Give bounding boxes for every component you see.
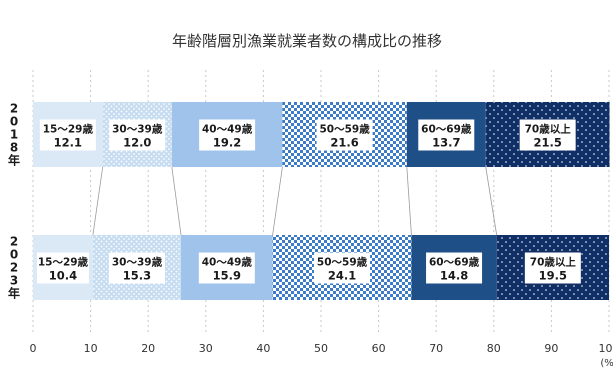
segment-name-label: 50〜59歳 [317, 256, 368, 269]
year-label-glyph: 2 [10, 102, 18, 116]
x-tick-label: 0 [30, 342, 37, 355]
bars: 15〜29歳12.130〜39歳12.040〜49歳19.250〜59歳21.6… [33, 102, 610, 300]
year-label-glyph: 年 [8, 286, 20, 301]
connector-line [92, 166, 104, 236]
segment-value-label: 19.5 [539, 269, 567, 283]
x-tick-label: 60 [372, 342, 386, 355]
year-label-glyph: 0 [10, 248, 18, 262]
x-tick-label: 20 [141, 342, 155, 355]
segment-label-box [108, 252, 165, 284]
segment-name-label: 40〜49歳 [202, 256, 253, 269]
segment-label-box [199, 119, 256, 151]
segment-value-label: 12.1 [54, 136, 82, 150]
year-label-glyph: 2 [10, 235, 18, 249]
segment-value-label: 21.5 [533, 136, 561, 150]
segment-name-label: 70歳以上 [530, 256, 577, 269]
segment-name-label: 30〜39歳 [112, 256, 163, 269]
x-tick-label: 50 [314, 342, 328, 355]
segment-value-label: 15.3 [123, 269, 151, 283]
segment-label-box [316, 119, 373, 151]
segment-label-box [198, 252, 255, 284]
x-tick-label: 70 [429, 342, 443, 355]
segment-name-label: 60〜69歳 [421, 123, 472, 136]
year-label-glyph: 8 [10, 141, 18, 155]
x-tick-label: 10 [84, 342, 98, 355]
segment-label-box [418, 119, 475, 151]
segment-label-box [314, 252, 371, 284]
segment-value-label: 19.2 [213, 136, 241, 150]
segment-value-label: 14.8 [440, 269, 468, 283]
segment-name-label: 15〜29歳 [38, 256, 89, 269]
segment-name-label: 60〜69歳 [429, 256, 480, 269]
segment-label-box [109, 119, 166, 151]
segment-label-box [39, 119, 96, 151]
segment-name-label: 50〜59歳 [319, 123, 370, 136]
x-tick-label: 90 [544, 342, 558, 355]
year-label-glyph: 1 [10, 128, 18, 142]
connector-line [272, 166, 283, 236]
segment-label-box [426, 252, 483, 284]
segment-value-label: 12.0 [123, 136, 151, 150]
segment-value-label: 13.7 [432, 136, 460, 150]
segment-value-label: 15.9 [213, 269, 241, 283]
segment-name-label: 30〜39歳 [112, 123, 163, 136]
segment-label-box [37, 252, 89, 284]
year-label-glyph: 年 [8, 153, 20, 168]
x-tick-labels: 0 10 20 30 40 50 60 70 80 90 100 [30, 342, 613, 355]
year-label-glyph: 3 [10, 274, 18, 288]
segment-name-label: 15〜29歳 [43, 123, 94, 136]
connector-line [171, 166, 182, 236]
segment-label-box [524, 252, 581, 284]
segment-label-box [519, 119, 576, 151]
x-unit-label: (%) [600, 358, 613, 369]
segment-name-label: 40〜49歳 [202, 123, 253, 136]
connector-lines [92, 166, 498, 236]
connector-line [406, 166, 412, 236]
x-tick-label: 80 [487, 342, 501, 355]
year-label-glyph: 0 [10, 115, 18, 129]
x-tick-label: 40 [256, 342, 270, 355]
segment-value-label: 21.6 [330, 136, 358, 150]
x-tick-label: 100 [599, 342, 613, 355]
x-tick-label: 30 [199, 342, 213, 355]
segment-value-label: 10.4 [49, 269, 77, 283]
segment-value-label: 24.1 [328, 269, 356, 283]
segment-name-label: 70歳以上 [525, 123, 572, 136]
chart-title: 年齢階層別漁業就業者数の構成比の推移 [172, 32, 442, 50]
connector-line [485, 166, 498, 236]
year-label-glyph: 2 [10, 261, 18, 275]
